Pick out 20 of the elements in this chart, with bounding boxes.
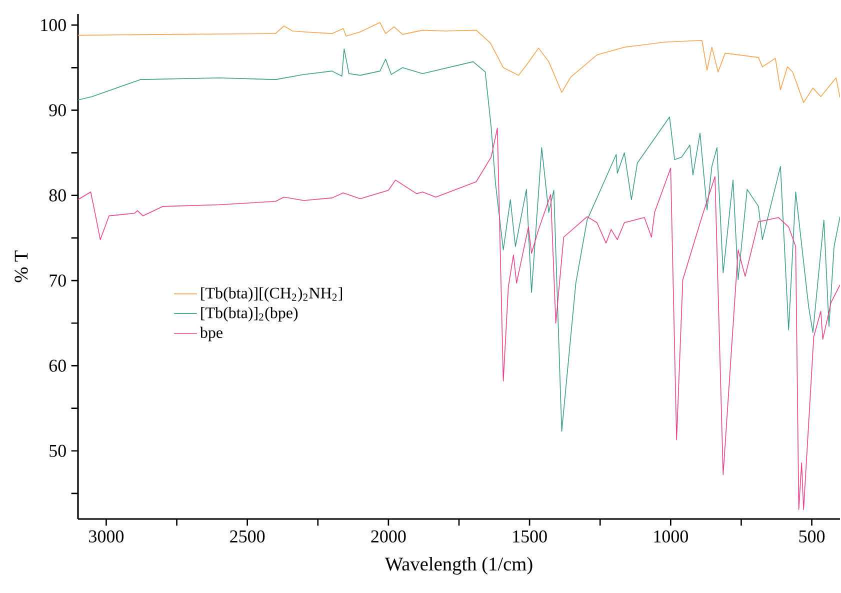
y-tick-label: 90 (49, 104, 66, 116)
y-tick-label: 70 (50, 274, 66, 287)
x-tick-label: 2000 (371, 530, 406, 543)
legend-label: [Tb(bta)]$_{2}$(bpe) (201, 307, 298, 322)
line-series (78, 48, 840, 432)
line-series (78, 22, 840, 103)
y-tick-label: 80 (49, 189, 66, 202)
x-tick-label: 1000 (654, 530, 688, 543)
line-series (78, 128, 840, 510)
x-tick-label: 2500 (230, 530, 265, 543)
y-tick-label: 50 (50, 444, 66, 457)
legend-label: bpe (200, 326, 222, 342)
x-tick-label: 1500 (513, 530, 547, 543)
x-axis-title: Wavelength (1/cm) (384, 557, 532, 575)
legend-label: [Tb(bta)][(CH$_{2}$)$_{2}$NH$_{2}$] (201, 287, 342, 302)
x-tick-label: 3000 (89, 530, 124, 543)
y-tick-label: 100 (41, 18, 66, 32)
y-axis-title: % T (14, 250, 28, 282)
y-tick-label: 60 (49, 360, 66, 372)
x-tick-label: 500 (799, 530, 825, 543)
